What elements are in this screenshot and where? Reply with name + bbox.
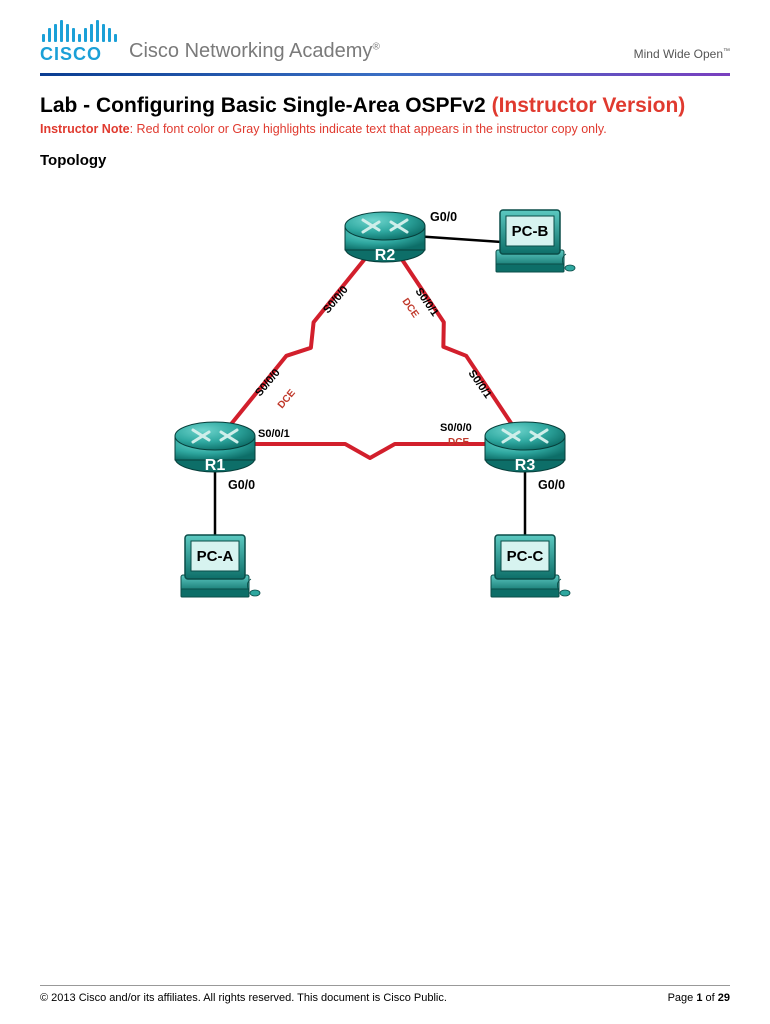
instructor-note-text: : Red font color or Gray highlights indi… [130,122,607,136]
svg-text:R3: R3 [515,457,536,474]
page-header: CISCO Cisco Networking Academy® Mind Wid… [0,0,770,73]
svg-text:G0/0: G0/0 [538,478,565,492]
lab-title: Lab - Configuring Basic Single-Area OSPF… [40,94,730,118]
svg-text:S0/0/0: S0/0/0 [321,284,351,316]
svg-text:S0/0/1: S0/0/1 [258,428,290,440]
svg-text:PC-A: PC-A [197,548,234,565]
svg-text:R2: R2 [375,247,396,264]
cisco-logo-text: CISCO [40,44,102,65]
cisco-logo: CISCO [40,20,117,65]
svg-text:DCE: DCE [448,437,469,448]
academy-title: Cisco Networking Academy® [129,40,380,63]
title-instructor: (Instructor Version) [492,94,686,117]
svg-text:S0/0/0: S0/0/0 [253,367,283,399]
svg-text:PC-B: PC-B [512,223,549,240]
svg-text:G0/0: G0/0 [228,478,255,492]
svg-text:DCE: DCE [276,387,298,410]
topology-heading: Topology [40,152,730,169]
svg-text:PC-C: PC-C [507,548,544,565]
tagline: Mind Wide Open™ [634,47,730,61]
page-indicator: Page 1 of 29 [668,992,730,1004]
svg-text:S0/0/1: S0/0/1 [466,368,494,401]
svg-text:S0/0/0: S0/0/0 [440,422,472,434]
copyright-text: © 2013 Cisco and/or its affiliates. All … [40,992,447,1004]
instructor-note-label: Instructor Note [40,122,130,136]
content: Lab - Configuring Basic Single-Area OSPF… [0,94,770,609]
svg-text:R1: R1 [205,457,226,474]
title-main: Lab - Configuring Basic Single-Area OSPF… [40,94,492,117]
header-divider [40,73,730,76]
svg-text:G0/0: G0/0 [430,210,457,224]
header-left: CISCO Cisco Networking Academy® [40,20,380,65]
page-footer: © 2013 Cisco and/or its affiliates. All … [40,985,730,1004]
topology-diagram: G0/0G0/0G0/0S0/0/0DCES0/0/0S0/0/1DCES0/0… [110,179,630,609]
cisco-signal-icon [40,20,117,42]
instructor-note: Instructor Note: Red font color or Gray … [40,122,730,136]
